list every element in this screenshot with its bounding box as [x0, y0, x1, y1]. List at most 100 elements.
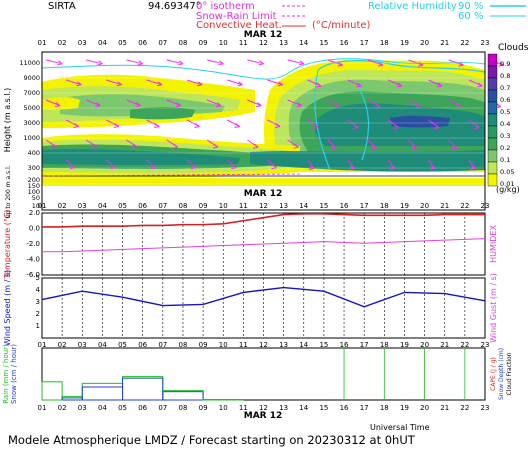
precip-panel-bg — [41, 347, 486, 401]
hour-tick-label: 02 — [58, 39, 67, 47]
hour-tick-label: 07 — [158, 341, 167, 349]
hour-tick-label: 15 — [319, 39, 328, 47]
hour-tick-label: 18 — [380, 404, 389, 412]
colorbar-tick-label: 0.7 — [500, 84, 510, 92]
colorbar-cell — [487, 173, 498, 187]
hour-tick-label: 07 — [158, 404, 167, 412]
hour-tick-label: 15 — [319, 202, 328, 210]
hour-tick-label: 07 — [158, 202, 167, 210]
temp-ytick-label: -4.0 — [26, 256, 40, 264]
rh-60-label: 60 % — [458, 11, 483, 22]
hour-tick-label: 10 — [219, 404, 228, 412]
cloud-upper-afternoon — [264, 59, 485, 172]
precip-panel: MAR 12 Rain (mm / hour) Snow (cm / hour)… — [2, 344, 513, 404]
snow-bar — [122, 377, 164, 401]
hour-tick-label: 11 — [239, 202, 248, 210]
snow-rain-legend: Snow-Rain Limit — [196, 11, 277, 22]
rain-bar — [41, 381, 63, 401]
cloud-ytick-label: 7000 — [23, 89, 40, 97]
cloud-ytick-label: 3000 — [23, 119, 40, 127]
hour-tick-label: 19 — [400, 404, 409, 412]
wind-arrow — [307, 159, 315, 169]
colorbar-cell — [487, 77, 498, 91]
hour-tick-label: 13 — [279, 202, 288, 210]
wind-ytick-label: 1 — [36, 322, 40, 330]
hour-tick-label: 05 — [118, 39, 127, 47]
hour-axis-top: 01 02 03 04 05 06 07 08 09 10 11 12 13 14 15 16 17 18 19 20… — [38, 39, 490, 47]
wind-arrow-head — [498, 61, 505, 67]
hour-tick-label: 15 — [319, 341, 328, 349]
wind-arrow — [287, 99, 302, 107]
cloud-ytick-label: 400 — [28, 149, 40, 157]
cloud-panel — [41, 51, 505, 211]
wind-arrow-head — [330, 144, 337, 150]
wind-arrow-head — [274, 123, 281, 128]
wind-arrow — [347, 79, 362, 87]
colorbar-cell — [487, 113, 498, 127]
station-coords: 94.69347° — [148, 1, 201, 12]
temp-yticks: 2.0 0.0 -2.0 -4.0 -6.0 — [26, 209, 40, 279]
wind-hour-gridlines — [41, 278, 486, 338]
colorbar-cell — [487, 89, 498, 103]
hour-tick-label: 01 — [38, 39, 47, 47]
hour-tick-label: 13 — [279, 39, 288, 47]
colorbar-tick-label: 0.3 — [500, 132, 510, 140]
wind-ytick-label: 2 — [36, 310, 40, 318]
wind-speed-line — [41, 286, 486, 308]
wind-arrow-head — [172, 143, 178, 149]
hour-tick-label: 10 — [219, 39, 228, 47]
wind-arrow-head — [415, 103, 421, 109]
temp-ytick-label: 0.0 — [29, 225, 40, 233]
wind-arrow-head — [316, 82, 322, 88]
wind-arrow-head — [116, 81, 122, 87]
hour-tick-label: 18 — [380, 341, 389, 349]
cloud-ytick-label: 10 — [32, 202, 40, 210]
cloud-ytick-label: 150 — [28, 182, 40, 190]
xaxis-label: Universal Time — [370, 423, 430, 432]
colorbar-tick-label: 0.1 — [500, 156, 510, 164]
wind-arrow-head — [154, 123, 160, 128]
cloud-ytick-label: 11000 — [19, 59, 40, 67]
hour-tick-label: 20 — [420, 39, 429, 47]
hour-axis-bottom: 01 02 03 04 05 06 07 08 09 10 11 12 13 14 15 16 17 18 19 20… — [38, 404, 490, 412]
hour-tick-label: 17 — [360, 341, 369, 349]
hour-tick-label: 04 — [98, 39, 107, 47]
wind-arrow-head — [156, 81, 163, 87]
hour-tick-label: 12 — [259, 202, 268, 210]
temp-ylabel: Temperature (°C) — [3, 209, 12, 279]
hour-tick-label: 23 — [481, 39, 490, 47]
cloud-ytick-label: 100 — [28, 188, 40, 196]
hour-tick-label: 23 — [481, 404, 490, 412]
hour-tick-label: 14 — [299, 341, 308, 349]
header-legend: SIRTA 94.69347° 0° isotherm Snow-Rain Li… — [48, 1, 526, 31]
wind-arrow — [106, 79, 122, 86]
wind-arrow — [327, 59, 343, 66]
hour-tick-label: 16 — [340, 39, 349, 47]
wind-arrow-head — [411, 144, 417, 150]
wind-arrow — [126, 99, 141, 107]
hour-tick-label: 18 — [380, 202, 389, 210]
wind-arrow — [186, 79, 203, 86]
wind-arrow — [65, 79, 82, 86]
wind-arrow-head — [374, 103, 381, 109]
cape-spikes — [343, 348, 466, 400]
cloud-grid — [42, 62, 485, 203]
wind-arrow — [408, 59, 424, 66]
hour-tick-label: 02 — [58, 341, 67, 349]
colorbar-cell — [487, 101, 498, 115]
hour-tick-label: 06 — [138, 404, 147, 412]
colorbar-title: Clouds — [498, 43, 528, 53]
wind-arrow-head — [97, 60, 103, 66]
hour-tick-label: 08 — [178, 39, 187, 47]
hour-axis-wind: 01 02 03 04 05 06 07 08 09 10 11 12 13 14 15 16 17 18 19 20… — [38, 341, 490, 349]
hour-tick-label: 11 — [239, 39, 248, 47]
colorbar-cell — [487, 161, 498, 175]
cloud-panel-frame — [41, 51, 486, 211]
hour-tick-label: 21 — [440, 404, 449, 412]
wind-arrow-head — [393, 124, 399, 129]
snow-bar — [162, 391, 204, 401]
humidex-ylabel: HUMIDEX — [489, 225, 498, 263]
wind-arrow-head — [436, 82, 443, 88]
wind-arrow-head — [113, 123, 120, 128]
